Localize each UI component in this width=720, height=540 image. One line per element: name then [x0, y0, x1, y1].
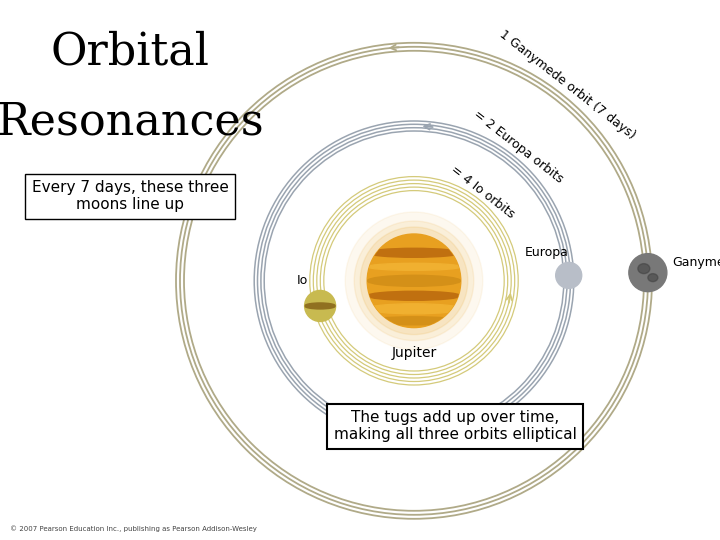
Text: = 2 Europa orbits: = 2 Europa orbits	[472, 108, 566, 186]
Ellipse shape	[305, 303, 336, 309]
Circle shape	[629, 254, 667, 292]
Circle shape	[305, 291, 336, 321]
Ellipse shape	[367, 304, 461, 314]
Circle shape	[556, 262, 582, 288]
Text: Every 7 days, these three
moons line up: Every 7 days, these three moons line up	[32, 180, 228, 212]
Text: Resonances: Resonances	[0, 100, 264, 143]
Text: Orbital: Orbital	[50, 30, 210, 73]
Ellipse shape	[367, 248, 461, 257]
Text: © 2007 Pearson Education Inc., publishing as Pearson Addison-Wesley: © 2007 Pearson Education Inc., publishin…	[10, 525, 257, 532]
Ellipse shape	[648, 274, 658, 282]
Ellipse shape	[367, 264, 461, 271]
Ellipse shape	[367, 275, 461, 286]
Circle shape	[345, 212, 483, 349]
Text: Ganymede: Ganymede	[672, 256, 720, 269]
Ellipse shape	[367, 317, 461, 325]
Text: = 4 Io orbits: = 4 Io orbits	[449, 164, 518, 221]
Circle shape	[354, 221, 474, 341]
Text: 1 Ganymede orbit (7 days): 1 Ganymede orbit (7 days)	[497, 28, 638, 141]
Ellipse shape	[367, 291, 461, 300]
Text: The tugs add up over time,
making all three orbits elliptical: The tugs add up over time, making all th…	[333, 410, 577, 442]
Text: Europa: Europa	[525, 246, 569, 259]
Circle shape	[367, 234, 461, 328]
Ellipse shape	[638, 264, 650, 274]
Text: Io: Io	[297, 274, 307, 287]
Text: Jupiter: Jupiter	[392, 346, 436, 360]
Circle shape	[360, 227, 468, 335]
